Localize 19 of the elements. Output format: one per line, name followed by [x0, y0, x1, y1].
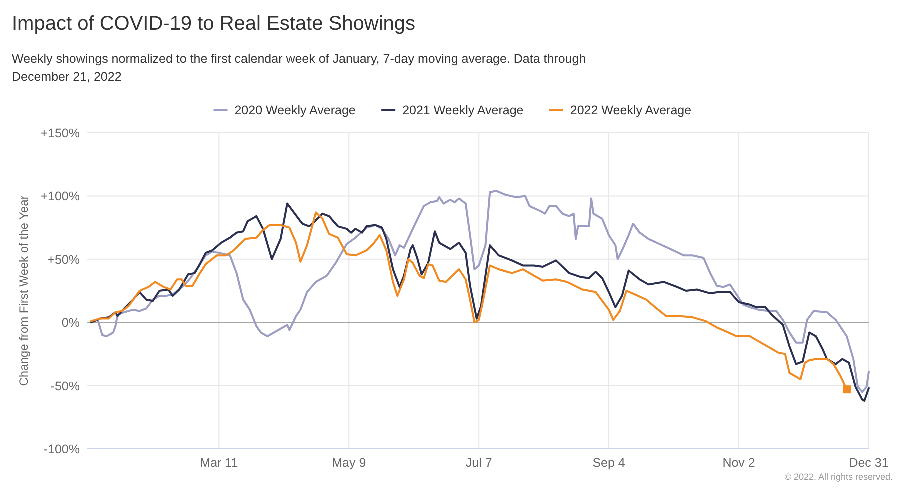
y-tick-label: -50%: [50, 379, 80, 394]
chart-subtitle: Weekly showings normalized to the first calendar week of January, 7-day moving average. Data through December 21, 2022: [12, 52, 586, 84]
y-tick-label: 0%: [62, 316, 80, 330]
x-tick-label: Jul 7: [466, 456, 492, 470]
x-tick-label: Dec 31: [849, 456, 889, 470]
y-tick-label: -100%: [44, 442, 80, 456]
legend-label: 2020 Weekly Average: [234, 104, 356, 118]
y-tick-label: +100%: [40, 190, 80, 204]
legend-label: 2022 Weekly Average: [570, 104, 692, 118]
x-tick-label: Mar 11: [200, 456, 238, 470]
x-tick-label: Nov 2: [722, 456, 756, 470]
x-tick-label: Sep 4: [592, 456, 626, 470]
legend-label: 2021 Weekly Average: [402, 104, 524, 118]
y-axis-title: Change from First Week of the Year: [17, 196, 31, 386]
y-tick-label: +150%: [40, 126, 80, 140]
x-tick-label: May 9: [332, 456, 366, 470]
chart-title: Impact of COVID-19 to Real Estate Showings: [12, 13, 416, 35]
y-tick-label: +50%: [48, 252, 80, 267]
text: © 2022. All rights reserved.: [784, 472, 893, 482]
